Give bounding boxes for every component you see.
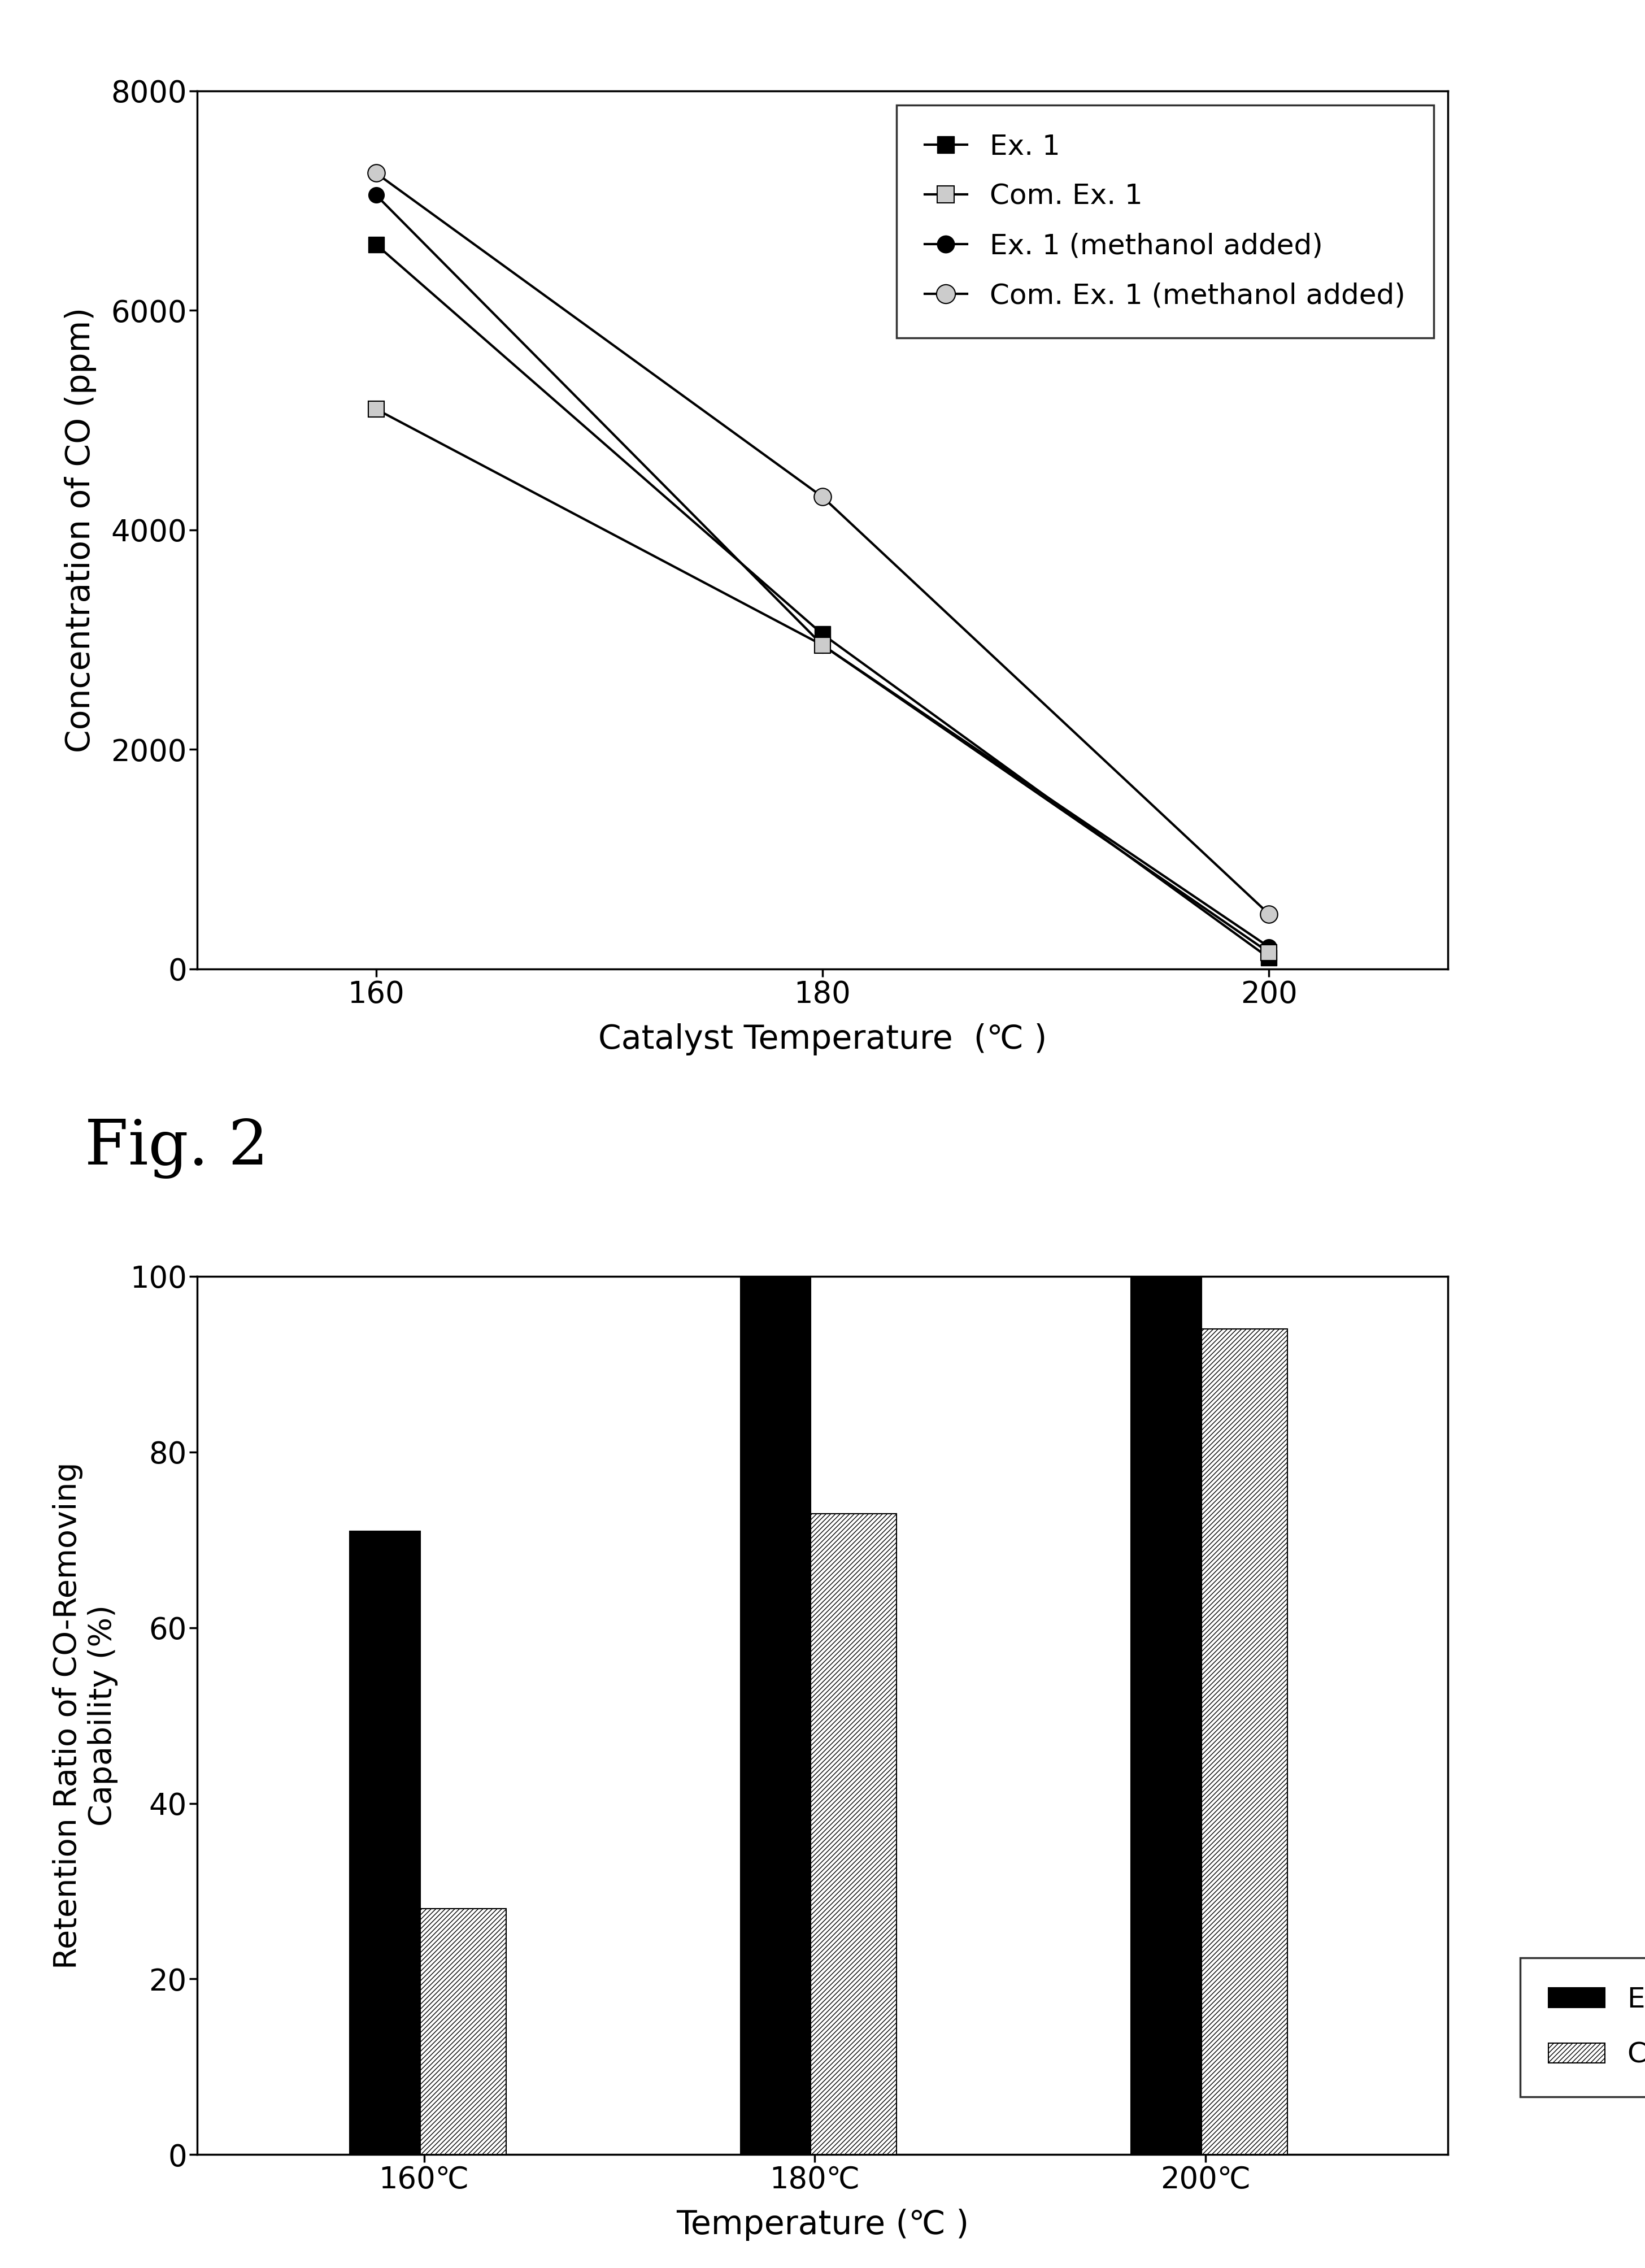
Bar <box>811 1513 897 2155</box>
Bar <box>1132 1277 1201 2155</box>
Y-axis label: Retention Ratio of CO-Removing
Capability (%): Retention Ratio of CO-Removing Capabilit… <box>53 1463 118 1969</box>
X-axis label: Temperature (℃ ): Temperature (℃ ) <box>676 2209 969 2241</box>
Legend: Ex. 1, Com. Ex. 1, Ex. 1 (methanol added), Com. Ex. 1 (methanol added): Ex. 1, Com. Ex. 1, Ex. 1 (methanol added… <box>897 104 1433 338</box>
Bar <box>419 1910 507 2155</box>
X-axis label: Catalyst Temperature  (℃ ): Catalyst Temperature (℃ ) <box>599 1023 1046 1055</box>
Bar <box>1201 1329 1288 2155</box>
Legend: Ex. 1, Com. Ex. 1: Ex. 1, Com. Ex. 1 <box>1520 1957 1645 2096</box>
Bar <box>350 1531 419 2155</box>
Bar <box>740 1277 811 2155</box>
Text: Fig. 2: Fig. 2 <box>86 1118 268 1179</box>
Y-axis label: Concentration of CO (ppm): Concentration of CO (ppm) <box>64 306 97 753</box>
